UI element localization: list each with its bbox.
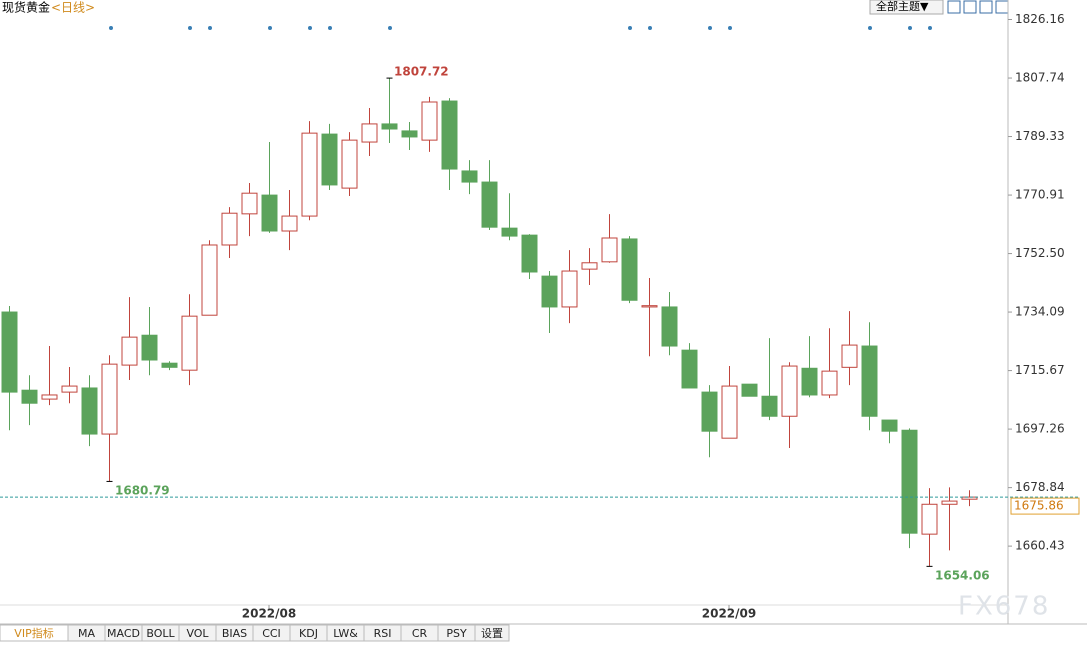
candle-body	[61, 385, 78, 393]
indicator-tab-label[interactable]: CR	[412, 627, 428, 640]
chart-title: 现货黄金	[2, 0, 50, 15]
theme-button-label[interactable]: 全部主题▼	[876, 0, 929, 13]
candle-body	[801, 367, 818, 396]
theme-button[interactable]	[869, 0, 944, 15]
candle-body	[741, 383, 758, 397]
y-tick-label: 1697.26	[1015, 422, 1065, 436]
y-tick-label: 1770.91	[1015, 188, 1065, 202]
candle-body	[421, 101, 438, 141]
y-tick-label: 1807.74	[1015, 71, 1065, 85]
last-price-label: 1675.86	[1014, 499, 1064, 513]
indicator-tab-label[interactable]: 设置	[481, 627, 503, 640]
candle-body	[681, 349, 698, 389]
candle-body	[661, 306, 678, 347]
candle-body	[441, 100, 458, 170]
y-tick-label: 1826.16	[1015, 12, 1065, 26]
candle-body	[1, 311, 18, 393]
indicator-tab-label[interactable]: VIP指标	[14, 626, 53, 640]
candle-body	[41, 394, 58, 400]
indicator-tab-label[interactable]: CCI	[262, 627, 281, 640]
candle-body	[81, 387, 98, 435]
candle-body	[21, 389, 38, 404]
candle-body	[941, 500, 958, 505]
candle-body	[701, 391, 718, 432]
candle-body	[641, 305, 658, 308]
candle-body	[961, 496, 978, 500]
indicator-tab-label[interactable]: BOLL	[146, 627, 175, 640]
y-tick-label: 1789.33	[1015, 129, 1065, 143]
y-tick-label: 1752.50	[1015, 246, 1065, 260]
candle-body	[221, 212, 238, 246]
candle-body	[521, 234, 538, 273]
indicator-tab-label[interactable]: RSI	[374, 627, 392, 640]
candle-body	[181, 315, 198, 371]
indicator-tab[interactable]	[474, 624, 510, 642]
candle-body	[281, 215, 298, 232]
candle-body	[361, 123, 378, 143]
candle-body	[881, 419, 898, 432]
indicator-tab-label[interactable]: MACD	[107, 627, 140, 640]
x-tick-label: 2022/08	[242, 607, 296, 621]
candle-body	[541, 275, 558, 308]
candle-body	[101, 363, 118, 435]
y-tick-label: 1678.84	[1015, 480, 1065, 494]
min-label: 1654.06	[935, 569, 990, 583]
candle-body	[461, 170, 478, 183]
indicator-tab-label[interactable]: MA	[78, 627, 95, 640]
candle-body	[341, 139, 358, 189]
last-price-box	[1010, 497, 1080, 515]
candle-body	[121, 336, 138, 366]
candle-body	[581, 262, 598, 270]
indicator-tab-label[interactable]: PSY	[446, 627, 467, 640]
y-tick-label: 1734.09	[1015, 305, 1065, 319]
indicator-tab-label[interactable]: LW&	[333, 627, 358, 640]
candle-body	[821, 370, 838, 396]
candle-body	[861, 345, 878, 417]
max-label: 1807.72	[394, 65, 449, 79]
indicator-tab-label[interactable]: KDJ	[299, 627, 318, 640]
candle-body	[301, 132, 318, 217]
candle-body	[501, 227, 518, 237]
candle-body	[721, 385, 738, 439]
watermark: FX678	[958, 592, 1050, 622]
candle-body	[841, 344, 858, 368]
candle-body	[141, 334, 158, 361]
event-markers	[109, 26, 932, 30]
candle-body	[561, 270, 578, 308]
candle-body	[481, 181, 498, 228]
candle-body	[381, 123, 398, 130]
indicator-tab-label[interactable]: VOL	[186, 627, 209, 640]
toolbar-icons[interactable]	[947, 0, 1009, 14]
indicator-tab-label[interactable]: BIAS	[222, 627, 247, 640]
candle-body	[761, 395, 778, 417]
x-tick-label: 2022/09	[702, 607, 756, 621]
candle-body	[781, 365, 798, 417]
candle-body	[261, 194, 278, 232]
candle-body	[601, 237, 618, 263]
candle-body	[161, 362, 178, 368]
candle-body	[901, 429, 918, 534]
y-tick-label: 1660.43	[1015, 539, 1065, 553]
period-label[interactable]: <日线>	[51, 1, 95, 15]
candle-body	[401, 130, 418, 138]
y-tick-label: 1715.67	[1015, 363, 1065, 377]
min-label: 1680.79	[115, 484, 170, 498]
candle-body	[201, 244, 218, 316]
candle-body	[621, 238, 638, 301]
candle-body	[321, 133, 338, 186]
candle-body	[921, 503, 938, 535]
candle-body	[241, 192, 258, 215]
